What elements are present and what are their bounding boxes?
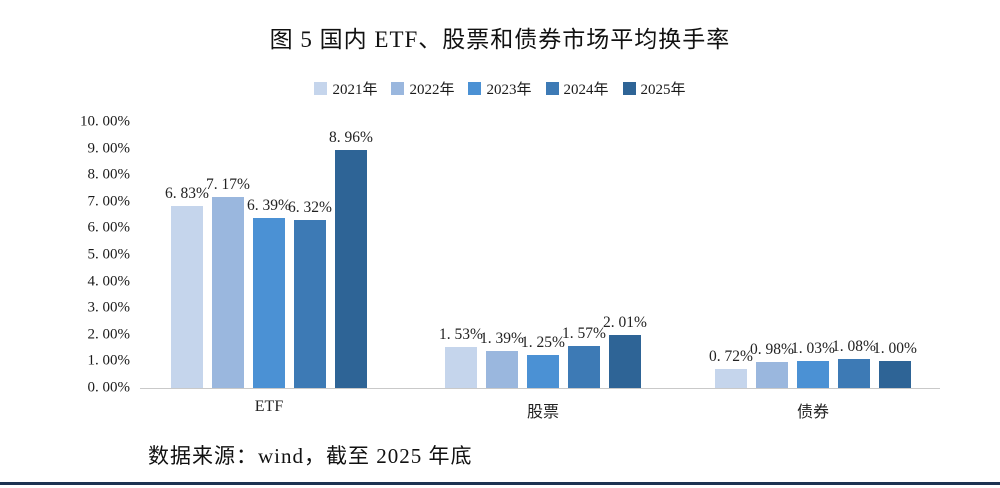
bar-value-label: 2. 01% xyxy=(603,313,647,331)
bar-cell: 1. 53% xyxy=(439,122,483,388)
legend-item-2023年: 2023年 xyxy=(468,78,532,99)
bar-value-label: 1. 25% xyxy=(521,333,565,351)
legend-item-2022年: 2022年 xyxy=(391,78,454,99)
legend-swatch-icon xyxy=(314,82,328,95)
bar-2021年-债券 xyxy=(715,368,747,388)
bar-cell: 0. 98% xyxy=(750,122,794,388)
bar-cell: 1. 00% xyxy=(873,122,917,388)
y-tick-label: 1. 00% xyxy=(87,352,131,369)
bottom-divider xyxy=(0,482,1000,485)
bar-2025年-股票 xyxy=(609,334,641,388)
y-tick-label: 9. 00% xyxy=(87,140,131,157)
bar-value-label: 6. 32% xyxy=(288,198,332,216)
bar-2025年-ETF xyxy=(335,149,367,388)
category-label-债券: 债券 xyxy=(796,404,830,421)
bar-2024年-债券 xyxy=(838,359,870,388)
legend-swatch-icon xyxy=(468,82,482,95)
bar-cell: 6. 39% xyxy=(247,122,291,388)
bar-2021年-ETF xyxy=(171,206,203,388)
bar-cell: 1. 39% xyxy=(480,122,524,388)
legend-label: 2025年 xyxy=(640,82,686,98)
y-tick-label: 5. 00% xyxy=(87,246,131,263)
category-label-ETF: ETF xyxy=(254,398,284,415)
bar-value-label: 6. 83% xyxy=(165,185,209,203)
bar-cell: 1. 25% xyxy=(521,122,565,388)
bar-cell: 1. 08% xyxy=(832,122,876,388)
bar-2024年-股票 xyxy=(568,346,600,388)
legend-item-2021年: 2021年 xyxy=(314,78,377,99)
bar-2022年-股票 xyxy=(486,351,518,388)
bar-value-label: 7. 17% xyxy=(206,176,250,194)
bar-value-label: 1. 03% xyxy=(791,339,835,357)
bar-2022年-债券 xyxy=(756,361,788,388)
bar-2022年-ETF xyxy=(212,197,244,388)
bar-group-股票: 1. 53% 1. 39% 1. 25% 1. 57% 2. 01% xyxy=(439,122,647,388)
bar-value-label: 1. 08% xyxy=(832,338,876,356)
bar-group-ETF: 6. 83% 7. 17% 6. 39% 6. 32% 8. 96% xyxy=(165,122,373,388)
y-tick-label: 3. 00% xyxy=(87,299,131,316)
legend-item-2025年: 2025年 xyxy=(622,78,686,99)
y-tick-label: 10. 00% xyxy=(80,113,130,130)
legend-label: 2023年 xyxy=(486,82,532,98)
bar-value-label: 1. 00% xyxy=(873,340,917,358)
bar-cell: 6. 32% xyxy=(288,122,332,388)
y-axis-tick-labels: 10. 00% 9. 00% 8. 00% 7. 00% 6. 00% 5. 00% 4. … xyxy=(0,114,131,396)
legend-label: 2024年 xyxy=(563,82,609,98)
legend-swatch-icon xyxy=(622,82,636,95)
bar-cell: 0. 72% xyxy=(709,122,753,388)
legend-swatch-icon xyxy=(391,82,405,95)
bar-2023年-股票 xyxy=(527,354,559,388)
bar-2023年-债券 xyxy=(797,360,829,388)
category-label-股票: 股票 xyxy=(526,404,560,421)
bar-2025年-债券 xyxy=(879,361,911,388)
chart-legend: 2021年 2022年 2023年 2024年 2025年 xyxy=(0,78,1000,99)
bar-2023年-ETF xyxy=(253,218,285,388)
bar-cell: 1. 57% xyxy=(562,122,606,388)
bar-value-label: 8. 96% xyxy=(329,128,373,146)
bar-2021年-股票 xyxy=(445,347,477,388)
y-tick-label: 0. 00% xyxy=(87,379,131,396)
plot-area: 6. 83% 7. 17% 6. 39% 6. 32% 8. 96% ETF 1. 53% 1… xyxy=(140,122,940,421)
bar-cell: 7. 17% xyxy=(206,122,250,388)
bar-2024年-ETF xyxy=(294,219,326,388)
source-note: 数据来源：wind，截至 2025 年底 xyxy=(148,444,473,468)
y-tick-label: 6. 00% xyxy=(87,219,131,236)
bar-value-label: 0. 98% xyxy=(750,340,794,358)
bar-group-债券: 0. 72% 0. 98% 1. 03% 1. 08% 1. 00% xyxy=(709,122,917,388)
legend-label: 2021年 xyxy=(332,82,378,98)
y-tick-label: 2. 00% xyxy=(87,326,131,343)
y-tick-label: 8. 00% xyxy=(87,166,131,183)
bar-value-label: 1. 57% xyxy=(562,325,606,343)
bar-value-label: 1. 39% xyxy=(480,330,524,348)
bar-value-label: 6. 39% xyxy=(247,197,291,215)
bar-cell: 6. 83% xyxy=(165,122,209,388)
legend-item-2024年: 2024年 xyxy=(545,78,609,99)
bar-cell: 1. 03% xyxy=(791,122,835,388)
chart-title: 图 5 国内 ETF、股票和债券市场平均换手率 xyxy=(269,27,731,52)
y-tick-label: 4. 00% xyxy=(87,273,131,290)
legend-swatch-icon xyxy=(545,82,559,95)
bar-cell: 8. 96% xyxy=(329,122,373,388)
bar-value-label: 1. 53% xyxy=(439,326,483,344)
y-tick-label: 7. 00% xyxy=(87,193,131,210)
bar-value-label: 0. 72% xyxy=(709,347,753,365)
bar-cell: 2. 01% xyxy=(603,122,647,388)
legend-label: 2022年 xyxy=(409,82,455,98)
